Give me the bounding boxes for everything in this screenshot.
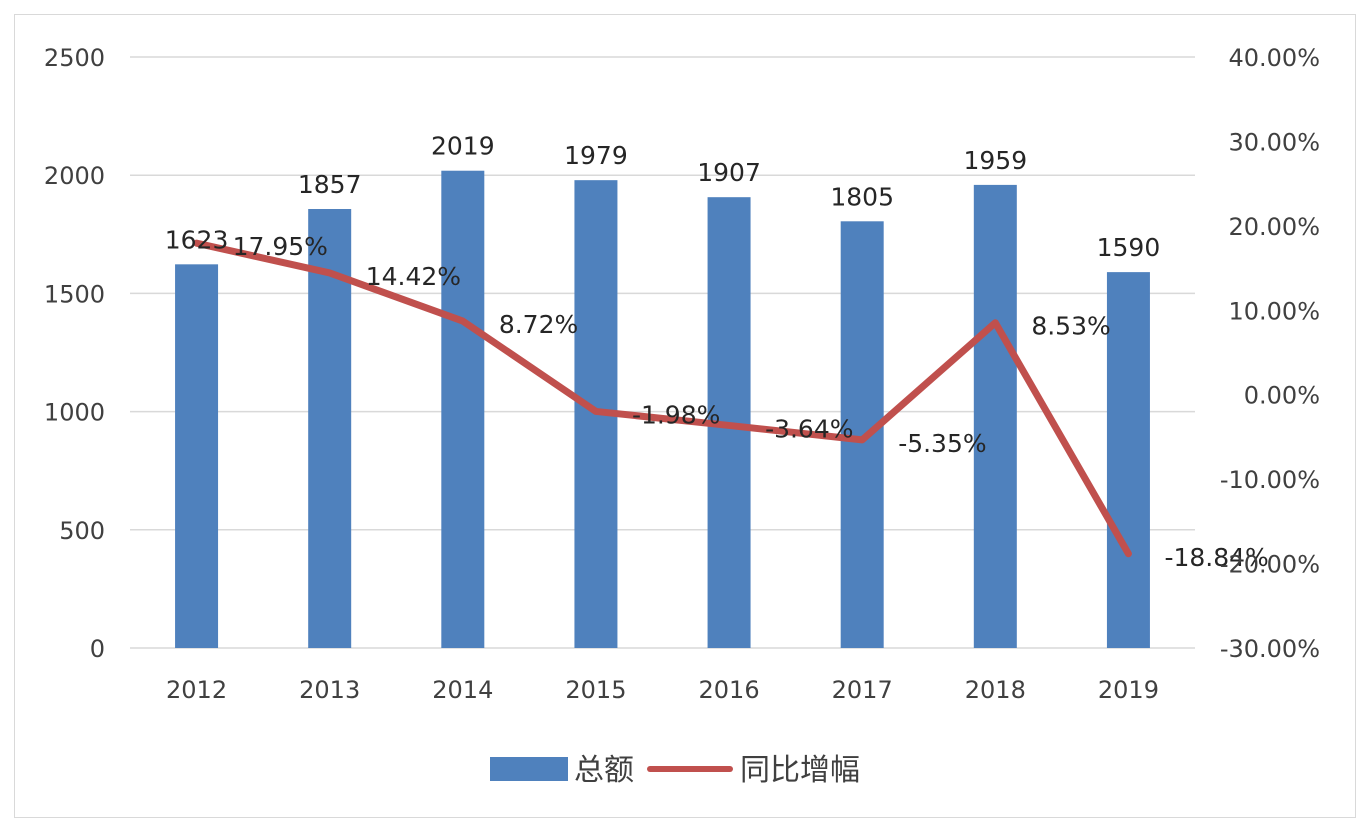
y-right-tick-label: 40.00% <box>1228 44 1320 72</box>
legend-bar-label: 总额 <box>574 753 634 788</box>
bar-value-label: 1623 <box>165 225 229 254</box>
gridlines <box>130 56 1195 649</box>
line-value-label: -5.35% <box>898 429 986 458</box>
y-left-tick-label: 2500 <box>44 44 105 72</box>
bar-value-label: 1979 <box>564 141 628 170</box>
y-right-tick-label: 10.00% <box>1228 297 1320 325</box>
bar-value-label: 1907 <box>697 158 761 187</box>
y-left-tick-label: 1000 <box>44 399 105 427</box>
legend-line-label: 同比增幅 <box>740 753 860 788</box>
bar <box>1106 272 1150 648</box>
line-value-label: -3.64% <box>765 414 853 443</box>
x-tick-label: 2016 <box>699 676 760 704</box>
line-value-label: -1.98% <box>632 400 720 429</box>
y-left-tick-label: 0 <box>90 635 105 663</box>
line-path <box>193 239 1132 558</box>
bar-value-label: 1590 <box>1097 233 1161 262</box>
y-right-tick-label: 30.00% <box>1228 128 1320 156</box>
y-right-tick-label: 0.00% <box>1244 382 1320 410</box>
x-tick-label: 2015 <box>565 676 626 704</box>
line-series <box>193 239 1132 558</box>
legend-bar-swatch <box>490 757 568 781</box>
line-value-label: 8.72% <box>499 310 578 339</box>
legend: 总额 同比增幅 <box>490 753 860 788</box>
bar-value-label: 1959 <box>964 146 1028 175</box>
x-tick-label: 2013 <box>299 676 360 704</box>
data-labels: 1623 1857 2019 1979 1907 1805 1959 1590 17.95% 14… <box>165 132 1269 572</box>
x-tick-label: 2017 <box>832 676 893 704</box>
y-right-tick-label: 20.00% <box>1228 213 1320 241</box>
bar <box>175 264 219 648</box>
bar <box>308 209 352 649</box>
line-value-label: -18.84% <box>1164 543 1268 572</box>
x-tick-label: 2018 <box>965 676 1026 704</box>
axis-labels: 0 500 1000 1500 2000 2500 -30.00% -20.00% -10.00… <box>44 44 1320 704</box>
bar-value-label: 1857 <box>298 170 362 199</box>
x-tick-label: 2012 <box>166 676 227 704</box>
y-left-tick-label: 2000 <box>44 162 105 190</box>
y-right-tick-label: -30.00% <box>1220 635 1320 663</box>
y-left-tick-label: 500 <box>59 517 105 545</box>
x-tick-label: 2019 <box>1098 676 1159 704</box>
bar <box>973 184 1017 648</box>
bar-value-label: 2019 <box>431 132 495 161</box>
line-value-label: 17.95% <box>233 232 328 261</box>
x-tick-label: 2014 <box>432 676 493 704</box>
bar <box>840 221 884 648</box>
y-right-tick-label: -10.00% <box>1220 466 1320 494</box>
bar-value-label: 1805 <box>830 182 894 211</box>
bar <box>441 170 485 648</box>
y-left-tick-label: 1500 <box>44 280 105 308</box>
y-right-tick-label: -20.00% <box>1220 551 1320 579</box>
line-value-label: 8.53% <box>1031 312 1110 341</box>
line-value-label: 14.42% <box>366 262 461 291</box>
